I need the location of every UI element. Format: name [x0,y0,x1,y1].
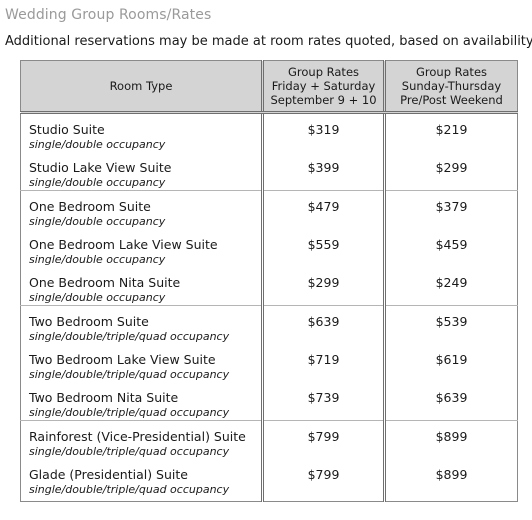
weekend-rate-cell: $639 [261,305,385,344]
room-occupancy: single/double occupancy [29,215,166,228]
table-row: Rainforest (Vice-Presidential) Suite sin… [20,420,518,459]
weekday-rate: $539 [435,314,468,329]
weekday-rate: $379 [435,199,468,214]
room-occupancy: single/double/triple/quad occupancy [29,368,230,381]
room-cell: Two Bedroom Lake View Suite single/doubl… [21,344,263,382]
room-occupancy: single/double/triple/quad occupancy [29,483,230,496]
room-cell: Glade (Presidential) Suite single/double… [21,459,263,502]
weekday-rate: $639 [435,390,468,405]
weekend-rate: $799 [307,467,340,482]
room-name: Studio Suite [29,122,105,137]
room-name: One Bedroom Nita Suite [29,275,181,290]
room-occupancy: single/double/triple/quad occupancy [29,406,230,419]
weekday-rate-cell: $539 [383,305,518,344]
weekday-rate: $459 [435,237,468,252]
room-name: Glade (Presidential) Suite [29,467,188,482]
header-weekday-line3: Pre/Post Weekend [400,93,503,107]
weekday-rate: $249 [435,275,468,290]
page-heading: Wedding Group Rooms/Rates [5,7,212,23]
weekday-rate-cell: $249 [383,267,518,306]
room-cell: One Bedroom Nita Suite single/double occ… [21,267,263,306]
room-occupancy: single/double occupancy [29,291,166,304]
room-cell: Rainforest (Vice-Presidential) Suite sin… [20,420,263,459]
rates-table: Room Type Group Rates Friday + Saturday … [20,60,518,502]
room-name: One Bedroom Lake View Suite [29,237,218,252]
table-row: Studio Suite single/double occupancy $31… [21,112,518,153]
weekday-rate-cell: $639 [383,382,518,421]
weekend-rate-cell: $799 [261,459,385,502]
table-row: Two Bedroom Suite single/double/triple/q… [20,305,518,344]
weekend-rate-cell: $799 [261,420,385,459]
room-occupancy: single/double occupancy [29,176,166,189]
table-row: One Bedroom Nita Suite single/double occ… [21,267,518,306]
weekend-rate: $559 [307,237,340,252]
table-row: Two Bedroom Nita Suite single/double/tri… [21,382,518,421]
weekend-rate: $479 [307,199,340,214]
room-occupancy: single/double/triple/quad occupancy [29,445,230,458]
room-occupancy: single/double/triple/quad occupancy [29,330,230,343]
intro-text: Additional reservations may be made at r… [5,34,532,49]
weekday-rate-cell: $379 [383,190,518,229]
weekday-rate: $299 [435,160,468,175]
weekend-rate-cell: $739 [261,382,385,421]
weekend-rate: $299 [307,275,340,290]
weekend-rate: $719 [307,352,340,367]
table-row: One Bedroom Lake View Suite single/doubl… [21,229,518,267]
weekday-rate-cell: $219 [383,112,518,152]
table-row: Glade (Presidential) Suite single/double… [21,459,518,502]
weekend-rate: $799 [307,429,340,444]
room-name: Two Bedroom Nita Suite [29,390,179,405]
weekend-rate-cell: $719 [261,344,385,382]
header-weekend-line2: Friday + Saturday [271,79,376,93]
room-name: Two Bedroom Suite [29,314,149,329]
header-row: Room Type Group Rates Friday + Saturday … [20,60,518,114]
header-weekday-line1: Group Rates [415,65,488,79]
header-weekend-line1: Group Rates [287,65,360,79]
weekend-rate: $739 [307,390,340,405]
weekday-rate: $619 [435,352,468,367]
room-cell: Two Bedroom Nita Suite single/double/tri… [21,382,263,421]
room-name: One Bedroom Suite [29,199,151,214]
header-weekend-rates: Group Rates Friday + Saturday September … [261,60,385,114]
weekend-rate: $399 [307,160,340,175]
weekday-rate-cell: $299 [383,152,518,191]
table-row: One Bedroom Suite single/double occupanc… [20,190,518,229]
weekday-rate: $899 [435,429,468,444]
header-room-type-label: Room Type [109,79,173,93]
weekend-rate-cell: $479 [261,190,385,229]
room-cell: One Bedroom Lake View Suite single/doubl… [21,229,263,267]
header-room-type: Room Type [20,60,263,114]
weekday-rate-cell: $899 [383,459,518,502]
table-row: Two Bedroom Lake View Suite single/doubl… [21,344,518,382]
room-cell: Studio Suite single/double occupancy [21,113,263,153]
room-occupancy: single/double occupancy [29,253,166,266]
weekday-rate-cell: $459 [383,229,518,267]
weekend-rate-cell: $299 [261,267,385,306]
room-occupancy: single/double occupancy [29,138,166,151]
weekend-rate-cell: $319 [261,112,385,152]
room-name: Studio Lake View Suite [29,160,172,175]
weekend-rate-cell: $399 [261,152,385,191]
room-name: Two Bedroom Lake View Suite [29,352,216,367]
header-weekend-line3: September 9 + 10 [270,93,377,107]
room-cell: Studio Lake View Suite single/double occ… [21,152,263,191]
weekday-rate: $219 [435,122,468,137]
room-cell: Two Bedroom Suite single/double/triple/q… [20,305,263,344]
room-cell: One Bedroom Suite single/double occupanc… [20,190,263,229]
weekend-rate-cell: $559 [261,229,385,267]
weekend-rate: $319 [307,122,340,137]
weekday-rate-cell: $899 [383,420,518,459]
weekend-rate: $639 [307,314,340,329]
room-name: Rainforest (Vice-Presidential) Suite [29,429,246,444]
weekday-rate: $899 [435,467,468,482]
weekday-rate-cell: $619 [383,344,518,382]
table-row: Studio Lake View Suite single/double occ… [21,152,518,191]
header-weekday-rates: Group Rates Sunday-Thursday Pre/Post Wee… [383,60,518,114]
header-weekday-line2: Sunday-Thursday [401,79,502,93]
